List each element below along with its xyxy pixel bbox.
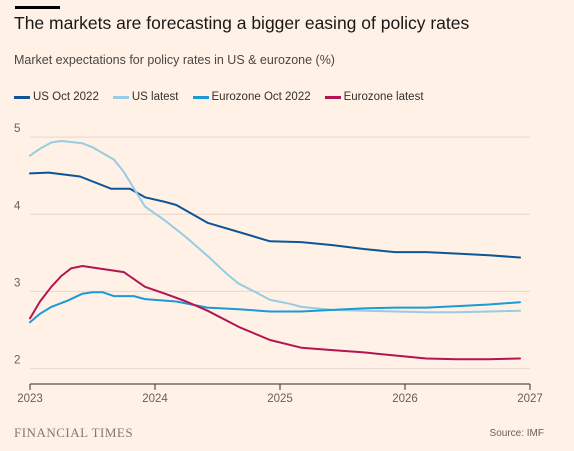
series-lines (29, 140, 521, 361)
y-axis-labels: 5 4 3 2 (14, 123, 21, 366)
series-line-3 (29, 265, 521, 361)
series-line-0 (29, 171, 521, 259)
legend-swatch (324, 95, 341, 99)
legend-item-eurozone-latest: Eurozone latest (324, 91, 424, 103)
legend-label: Eurozone latest (343, 91, 424, 103)
y-tick-label: 2 (14, 355, 20, 367)
legend-item-us-latest: US latest (112, 91, 179, 103)
series-line-2 (29, 291, 521, 324)
legend-label: Eurozone Oct 2022 (211, 91, 311, 103)
chart-legend: US Oct 2022 US latest Eurozone Oct 2022 … (14, 91, 438, 103)
header-accent-bar (15, 6, 60, 9)
y-tick-label: 5 (14, 123, 20, 135)
legend-label: US latest (131, 91, 179, 103)
ft-logo: FINANCIAL TIMES (14, 425, 134, 440)
x-axis: 2023 2024 2025 2026 2027 (17, 383, 543, 405)
series-line-1 (29, 140, 521, 314)
x-tick-label: 2025 (267, 393, 293, 405)
y-tick-label: 3 (14, 277, 20, 289)
x-tick-label: 2026 (392, 393, 418, 405)
legend-item-eurozone-oct-2022: Eurozone Oct 2022 (192, 91, 311, 103)
chart-title: The markets are forecasting a bigger eas… (14, 13, 470, 33)
y-tick-label: 4 (14, 200, 21, 212)
source-note: Source: IMF (489, 428, 544, 439)
x-tick-label: 2023 (17, 393, 43, 405)
legend-swatch (14, 95, 30, 99)
chart-subtitle: Market expectations for policy rates in … (14, 53, 335, 67)
legend-swatch (192, 95, 209, 99)
gridlines (30, 136, 530, 370)
legend-label: US Oct 2022 (33, 91, 99, 103)
legend-item-us-oct-2022: US Oct 2022 (14, 91, 99, 103)
x-tick-label: 2024 (142, 393, 168, 405)
x-tick-label: 2027 (517, 393, 543, 405)
legend-swatch (112, 95, 129, 99)
